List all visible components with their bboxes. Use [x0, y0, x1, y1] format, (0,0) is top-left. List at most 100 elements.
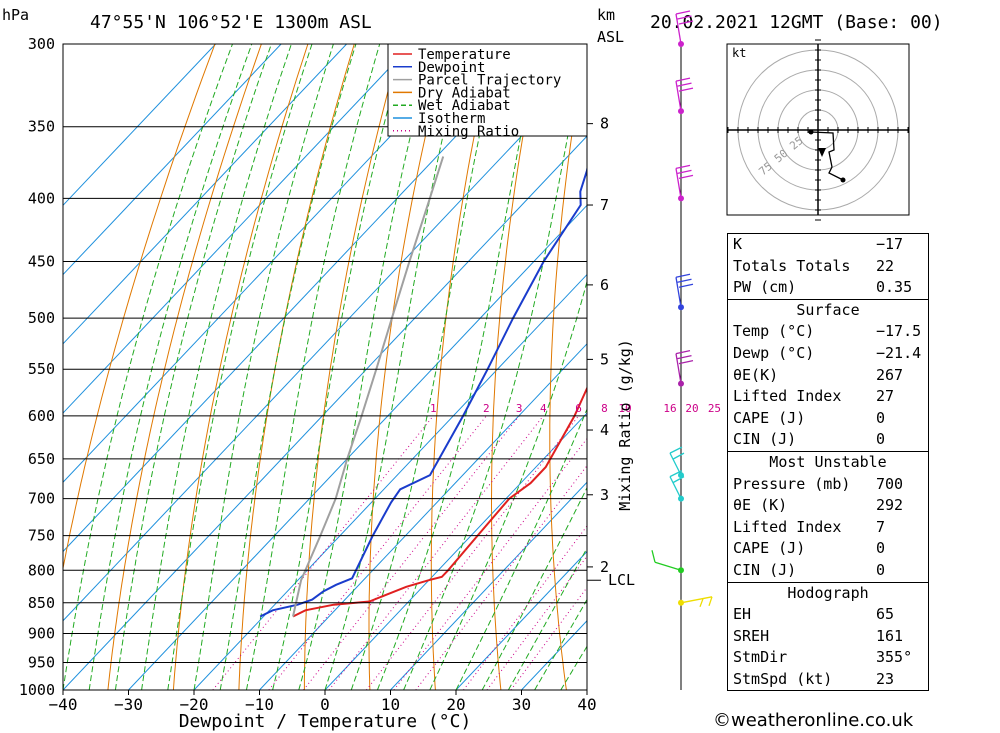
km-tick-label: 4	[600, 421, 609, 439]
series-dewpoint	[259, 165, 587, 618]
index-row: Dewp (°C) −21.4	[728, 343, 928, 365]
wet-adiabat	[350, 44, 500, 690]
index-value: 0	[876, 408, 886, 427]
pressure-tick-label: 600	[28, 407, 55, 425]
index-label: Pressure (mb)	[733, 474, 851, 493]
wind-barb	[675, 164, 694, 199]
pressure-tick-label: 400	[28, 189, 55, 207]
pressure-tick-label: 750	[28, 527, 55, 545]
wet-adiabat	[455, 407, 587, 690]
wet-adiabat	[193, 44, 334, 690]
isotherm	[128, 204, 587, 690]
pressure-unit: hPa	[2, 6, 29, 24]
wet-adiabat	[507, 547, 587, 690]
location-title: 47°55'N 106°52'E 1300m ASL	[90, 12, 372, 33]
index-value: 22	[876, 256, 895, 275]
index-row: CIN (J) 0	[728, 560, 928, 582]
dry-adiabat	[549, 44, 587, 690]
x-tick-label: −40	[49, 695, 78, 714]
mixing-ratio-line	[510, 586, 587, 690]
x-tick-label: 40	[577, 695, 596, 714]
wet-adiabat	[403, 44, 587, 690]
wet-adiabat	[141, 44, 292, 690]
isotherm	[193, 273, 587, 690]
index-value: 267	[876, 365, 904, 384]
index-value: −17	[876, 235, 904, 253]
mixing-ratio-line	[365, 415, 579, 690]
wind-profile	[651, 10, 713, 690]
wind-barb	[675, 350, 694, 384]
index-label: Lifted Index	[733, 387, 842, 406]
x-tick-label: 10	[381, 695, 400, 714]
index-label: Totals Totals	[733, 256, 851, 275]
wind-barb	[669, 470, 685, 499]
x-tick-label: 0	[320, 695, 330, 714]
km-tick-label: 2	[600, 558, 609, 576]
mixing-ratio-line	[393, 437, 587, 690]
index-label: Dewp (°C)	[733, 343, 815, 362]
datetime-title: 20.02.2021 12GMT (Base: 00)	[650, 12, 943, 33]
x-tick-label: −30	[114, 695, 143, 714]
hodograph-point	[840, 177, 846, 183]
dry-adiabat	[368, 44, 448, 690]
index-label: θE(K)	[733, 365, 779, 384]
index-row: Totals Totals 22	[728, 256, 928, 278]
km-tick-label: 6	[600, 276, 609, 294]
index-row: θE(K) 267	[728, 365, 928, 387]
mixing-ratio-axis-label: Mixing Ratio (g/kg)	[616, 339, 634, 511]
hodograph-indices: Hodograph EH 65 SREH 161 StmDir 355° StmSpd (k…	[728, 583, 928, 692]
index-row: CIN (J) 0	[728, 429, 928, 451]
surface-title: Surface	[796, 300, 860, 319]
x-tick-label: −10	[245, 695, 274, 714]
index-row: EH 65	[728, 604, 928, 626]
index-label: EH	[733, 605, 752, 624]
pressure-tick-label: 350	[28, 118, 55, 136]
index-label: Temp (°C)	[733, 322, 815, 341]
mixing-ratio-line	[415, 464, 587, 690]
mixing-ratio-label: 10	[618, 402, 631, 415]
index-row: K −17	[728, 234, 928, 256]
pressure-tick-label: 1000	[19, 681, 55, 699]
mixing-ratio-line	[486, 555, 587, 690]
legend-entry: Wet Adiabat	[418, 98, 511, 114]
hodograph-ring-label: 50	[772, 147, 791, 165]
index-row: Temp (°C) −17.5	[728, 321, 928, 343]
pressure-tick-label: 900	[28, 624, 55, 642]
isotherm	[324, 412, 587, 690]
index-value: −21.4	[876, 343, 922, 362]
legend-entry: Temperature	[418, 47, 511, 63]
x-tick-label: 20	[446, 695, 465, 714]
index-value: 0	[876, 430, 886, 449]
km-tick-label: 5	[600, 350, 609, 368]
dry-adiabat	[172, 44, 309, 690]
isotherm	[63, 135, 587, 690]
pressure-tick-label: 800	[28, 561, 55, 579]
mixing-ratio-label: 1	[430, 402, 437, 415]
isotherm	[390, 481, 587, 690]
mixing-ratio-label: 25	[708, 402, 721, 415]
isotherm	[63, 44, 413, 414]
wet-adiabat	[534, 598, 587, 690]
wind-barb	[675, 10, 694, 45]
isotherm	[63, 44, 478, 484]
wind-barb	[680, 596, 713, 608]
km-tick-label: 3	[600, 486, 609, 504]
index-value: 0	[876, 539, 886, 558]
mixing-ratio-label: 20	[685, 402, 698, 415]
index-label: θE (K)	[733, 496, 788, 515]
x-tick-label: 30	[512, 695, 531, 714]
index-value: 23	[876, 669, 895, 688]
index-label: CIN (J)	[733, 430, 797, 449]
index-value: 7	[876, 517, 886, 536]
index-row: Lifted Index 27	[728, 386, 928, 408]
km-unit: km	[597, 6, 615, 24]
legend-entry: Dewpoint	[418, 60, 485, 76]
wet-adiabat	[63, 44, 233, 690]
index-label: SREH	[733, 626, 770, 645]
pressure-tick-label: 650	[28, 450, 55, 468]
legend-entry: Parcel Trajectory	[418, 73, 561, 89]
mixing-ratio-label: 16	[663, 402, 676, 415]
copyright: ©weatheronline.co.uk	[713, 710, 914, 731]
wet-adiabat	[88, 44, 253, 690]
